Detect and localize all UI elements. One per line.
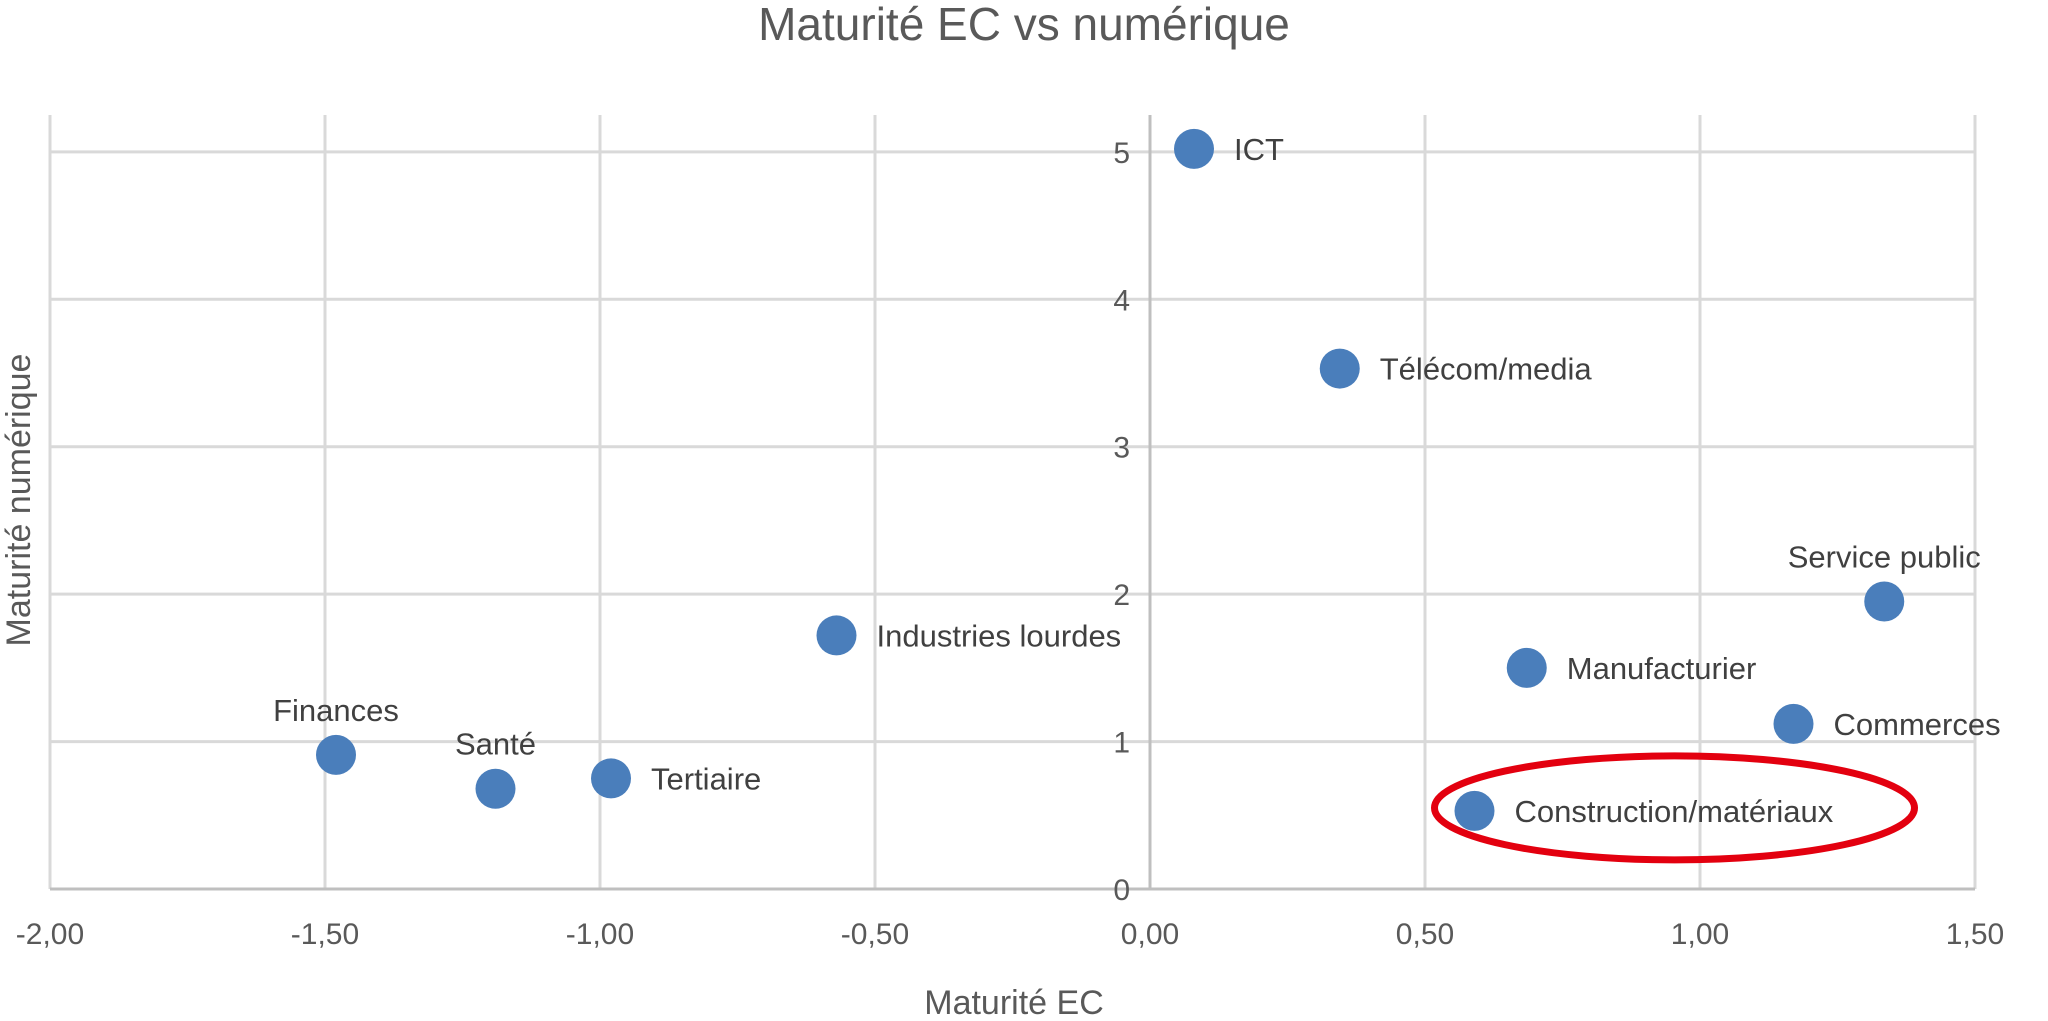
data-point: [591, 758, 631, 799]
data-point-label: Tertiaire: [651, 761, 761, 796]
data-point: [816, 615, 857, 656]
data-point: [1319, 348, 1360, 389]
data-point: [1174, 128, 1214, 169]
data-points: ICT Télécom/media Service public Industries…: [273, 128, 2001, 831]
x-tick-label: -1,50: [291, 918, 359, 951]
x-tick-label: -1,00: [566, 918, 634, 951]
data-point: [475, 768, 516, 809]
grid: [48, 115, 1977, 889]
data-point: [1773, 703, 1814, 744]
y-tick-label: 5: [1113, 137, 1130, 170]
data-point: [1454, 790, 1495, 831]
x-tick-label: 0,00: [1121, 918, 1179, 951]
x-tick-label: 1,00: [1671, 918, 1729, 951]
data-point: [1864, 581, 1905, 622]
data-point-label: Finances: [273, 693, 399, 728]
y-tick-label: 2: [1113, 579, 1130, 612]
x-axis-title: Maturité EC: [924, 984, 1104, 1021]
x-tick-label: -0,50: [841, 918, 909, 951]
data-point-label: Santé: [455, 727, 536, 762]
y-axis-title: Maturité numérique: [0, 354, 38, 647]
data-point-label: ICT: [1234, 132, 1284, 167]
data-point-label: Commerces: [1834, 707, 2001, 742]
y-tick-label: 3: [1113, 432, 1130, 465]
chart-title: Maturité EC vs numérique: [758, 0, 1290, 50]
data-point: [1506, 647, 1547, 688]
x-tick-label: 1,50: [1946, 918, 2004, 951]
y-tick-label: 1: [1113, 727, 1130, 760]
data-point-label: Service public: [1788, 540, 1981, 575]
y-tick-label: 4: [1113, 284, 1130, 317]
data-point-label: Industries lourdes: [877, 618, 1122, 653]
data-point: [316, 734, 356, 775]
axes: [50, 115, 1975, 891]
data-point-label: Construction/matériaux: [1515, 794, 1834, 829]
highlight-ellipse: [1431, 752, 1918, 864]
highlight: [1431, 752, 1918, 864]
data-point-label: Manufacturier: [1567, 651, 1757, 686]
x-tick-label: 0,50: [1396, 918, 1454, 951]
tick-labels: -2,00 -1,50 -1,00 -0,50 0,00 0,50 1,00 1,50 0 1 2 3…: [16, 137, 2004, 951]
x-tick-label: -2,00: [16, 918, 84, 951]
data-point-label: Télécom/media: [1380, 352, 1593, 387]
y-tick-label: 0: [1113, 874, 1130, 907]
